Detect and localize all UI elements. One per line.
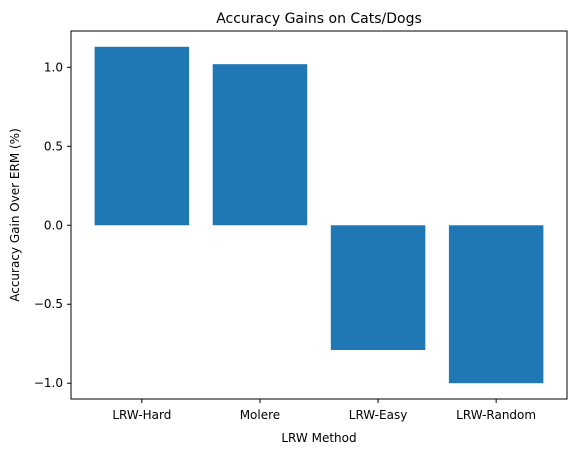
y-tick-label: −1.0 bbox=[34, 376, 63, 390]
x-tick-label: LRW-Easy bbox=[349, 408, 408, 422]
plot-frame bbox=[70, 30, 568, 400]
y-axis-label: Accuracy Gain Over ERM (%) bbox=[8, 128, 22, 302]
y-axis-ticks: −1.0 −0.5 0.0 0.5 1.0 bbox=[34, 60, 71, 390]
x-axis-ticks: LRW-Hard Molere LRW-Easy LRW-Random bbox=[112, 399, 536, 422]
y-tick-label: 0.5 bbox=[44, 139, 63, 153]
bar-lrw-hard bbox=[94, 46, 190, 226]
x-tick-label: Molere bbox=[240, 408, 280, 422]
bar-lrw-easy bbox=[330, 225, 426, 351]
bars-layer bbox=[94, 46, 544, 384]
y-tick-label: 0.0 bbox=[44, 218, 63, 232]
y-tick-label: 1.0 bbox=[44, 60, 63, 74]
x-axis-label: LRW Method bbox=[281, 431, 356, 445]
bar-molere bbox=[212, 64, 308, 226]
x-tick-label: LRW-Hard bbox=[112, 408, 171, 422]
chart-title: Accuracy Gains on Cats/Dogs bbox=[216, 11, 422, 27]
y-tick-label: −0.5 bbox=[34, 297, 63, 311]
bar-lrw-random bbox=[448, 225, 544, 384]
x-tick-label: LRW-Random bbox=[456, 408, 536, 422]
